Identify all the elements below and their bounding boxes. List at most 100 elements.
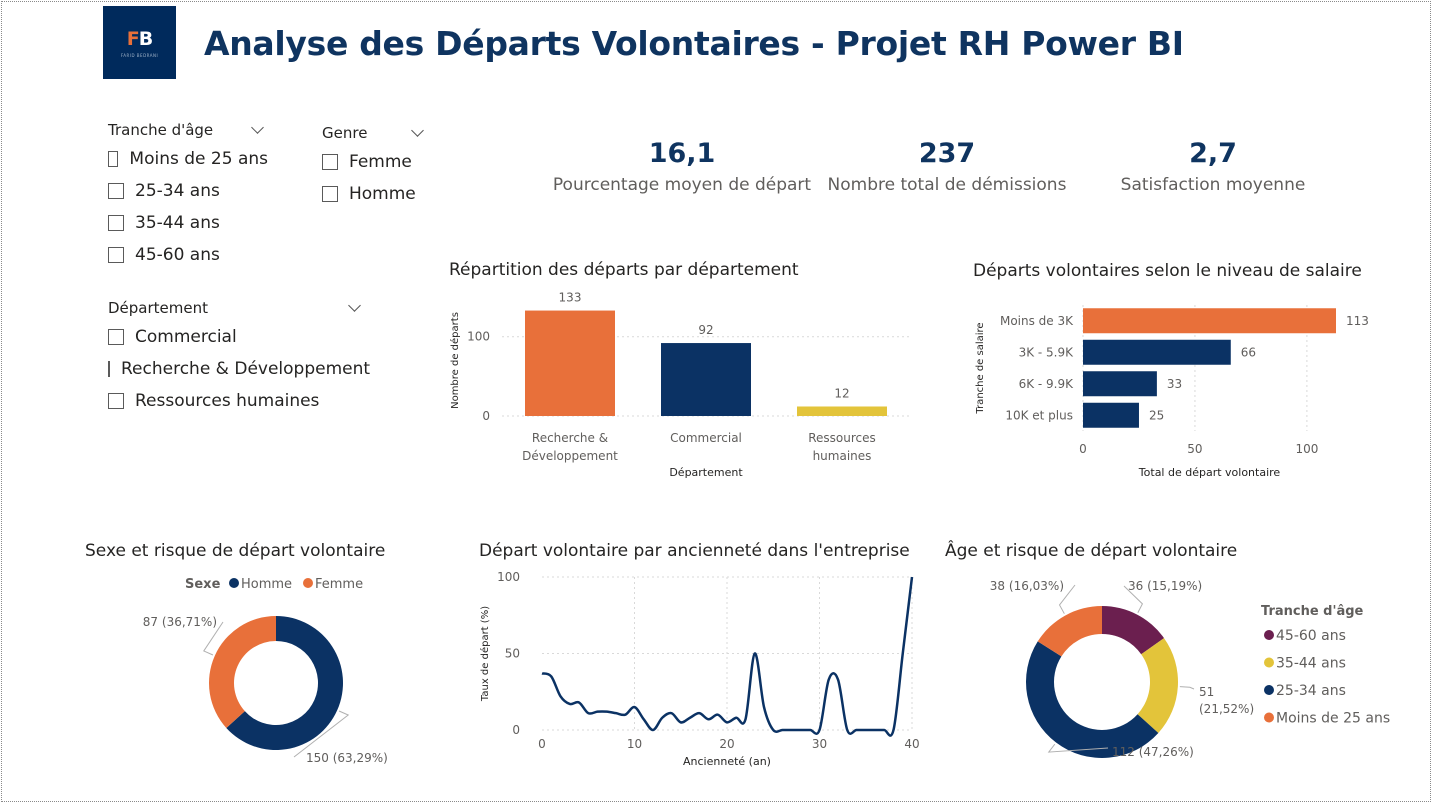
slicer-option-rh[interactable]: Ressources humaines — [108, 385, 363, 417]
pie-slice — [1137, 638, 1178, 734]
chevron-down-icon[interactable] — [348, 299, 361, 312]
slicer-age-label: Tranche d'âge — [108, 121, 214, 139]
data-label: (21,52%) — [1199, 702, 1254, 716]
x-tick-label: Recherche & — [532, 431, 608, 445]
slicer-option-25-34[interactable]: 25-34 ans — [108, 175, 268, 207]
checkbox[interactable] — [108, 361, 110, 377]
x-tick-label: 50 — [1187, 442, 1202, 456]
chevron-down-icon[interactable] — [411, 124, 424, 137]
y-tick-label: 3K - 5.9K — [1019, 345, 1075, 359]
checkbox[interactable] — [322, 154, 338, 170]
data-label: 92 — [698, 323, 713, 337]
leader-line — [1179, 686, 1195, 690]
kpi-label: Pourcentage moyen de départ — [552, 175, 812, 195]
y-tick-label: 0 — [482, 409, 490, 423]
data-label: 25 — [1149, 408, 1164, 422]
kpi-card-demissions: 237 Nombre total de démissions — [812, 138, 1082, 195]
data-label: 150 (63,29%) — [306, 751, 388, 765]
slicer-departement: Département Commercial Recherche & Dével… — [108, 298, 370, 417]
slicer-option-35-44[interactable]: 35-44 ans — [108, 207, 268, 239]
slicer-option-45-60[interactable]: 45-60 ans — [108, 239, 268, 271]
kpi-value: 16,1 — [648, 138, 716, 169]
data-label: 112 (47,26%) — [1112, 745, 1194, 759]
legend-label: Homme — [241, 577, 292, 592]
chart-title-anciennete: Départ volontaire par ancienneté dans l'… — [479, 541, 910, 561]
checkbox[interactable] — [108, 247, 124, 263]
legend-label: Femme — [315, 577, 363, 592]
slicer-option-commercial[interactable]: Commercial — [108, 321, 363, 353]
x-tick-label: Développement — [522, 449, 618, 463]
checkbox[interactable] — [108, 329, 124, 345]
checkbox[interactable] — [108, 151, 119, 167]
x-tick-label: 10 — [627, 737, 642, 751]
kpi-card-pourcentage: 16,1 Pourcentage moyen de départ — [547, 138, 817, 195]
checkbox[interactable] — [108, 215, 124, 231]
legend-title: Sexe — [185, 577, 221, 592]
data-label: 51 — [1199, 685, 1214, 699]
x-tick-label: 0 — [1079, 442, 1087, 456]
bar — [1083, 402, 1139, 428]
y-tick-label: 100 — [497, 570, 520, 584]
slicer-genre-label: Genre — [322, 124, 368, 142]
y-axis-title: Taux de départ (%) — [479, 606, 491, 702]
y-axis-title: Tranche de salaire — [975, 322, 986, 414]
y-tick-label: 10K et plus — [1005, 408, 1073, 422]
page-title: Analyse des Départs Volontaires - Projet… — [204, 24, 1184, 63]
slicer-option-moins-25[interactable]: Moins de 25 ans — [108, 143, 268, 175]
slicer-option-homme[interactable]: Homme — [322, 178, 424, 210]
bar — [1083, 308, 1336, 334]
x-axis-title: Total de départ volontaire — [1138, 466, 1281, 479]
bar — [661, 343, 751, 416]
slicer-option-femme[interactable]: Femme — [322, 146, 424, 178]
x-tick-label: 40 — [904, 737, 919, 751]
y-tick-label: 100 — [467, 330, 490, 344]
x-tick-label: humaines — [813, 449, 872, 463]
x-tick-label: Commercial — [670, 431, 742, 445]
data-label: 133 — [559, 291, 582, 305]
chart-anciennete: 0 50 100 0 10 20 30 40 Ancienneté (an) Taux de dé… — [479, 570, 920, 768]
data-label: 36 (15,19%) — [1128, 579, 1202, 593]
leader-line — [1123, 585, 1144, 613]
legend-marker — [1264, 685, 1274, 695]
chevron-down-icon[interactable] — [251, 121, 264, 134]
legend-marker — [1264, 630, 1274, 640]
x-tick-label: 100 — [1295, 442, 1318, 456]
data-label: 66 — [1241, 345, 1256, 359]
pie-slice — [226, 616, 343, 750]
leader-line — [1058, 584, 1076, 614]
x-tick-label: Ressources — [808, 431, 876, 445]
data-label: 38 (16,03%) — [990, 579, 1064, 593]
chart-title-age: Âge et risque de départ volontaire — [945, 541, 1238, 561]
checkbox[interactable] — [322, 186, 338, 202]
y-tick-label: Moins de 3K — [1000, 314, 1074, 328]
legend-label: 35-44 ans — [1276, 656, 1346, 672]
slicer-age: Tranche d'âge Moins de 25 ans 25-34 ans … — [108, 120, 268, 271]
legend-marker — [1264, 657, 1274, 668]
bar — [1083, 371, 1157, 397]
kpi-label: Satisfaction moyenne — [1120, 175, 1306, 195]
chart-sexe: Sexe Homme Femme 150 (63,29%) 87 (36,71%) — [143, 577, 388, 765]
x-tick-label: 30 — [812, 737, 827, 751]
data-label: 87 (36,71%) — [143, 615, 217, 629]
y-axis-title: Nombre de départs — [449, 312, 461, 409]
legend-label: 45-60 ans — [1276, 628, 1346, 644]
chart-title-sexe: Sexe et risque de départ volontaire — [85, 541, 386, 561]
y-tick-label: 6K - 9.9K — [1019, 377, 1075, 391]
series-line — [541, 576, 914, 737]
legend-label: Moins de 25 ans — [1276, 711, 1390, 727]
checkbox[interactable] — [108, 393, 124, 409]
x-axis-title: Ancienneté (an) — [683, 755, 771, 768]
kpi-label: Nombre total de démissions — [827, 175, 1067, 195]
checkbox[interactable] — [108, 183, 124, 199]
bar — [525, 310, 615, 416]
x-axis-title: Département — [669, 466, 743, 479]
legend-title: Tranche d'âge — [1261, 604, 1364, 619]
slicer-option-rd[interactable]: Recherche & Développement — [108, 353, 370, 385]
bar — [797, 406, 887, 416]
legend-marker — [229, 578, 239, 588]
company-logo: FB FARID BEDRANI — [103, 6, 176, 79]
slicer-departement-label: Département — [108, 299, 208, 317]
y-tick-label: 50 — [505, 647, 520, 661]
data-label: 33 — [1167, 377, 1182, 391]
pie-slice — [209, 616, 276, 728]
